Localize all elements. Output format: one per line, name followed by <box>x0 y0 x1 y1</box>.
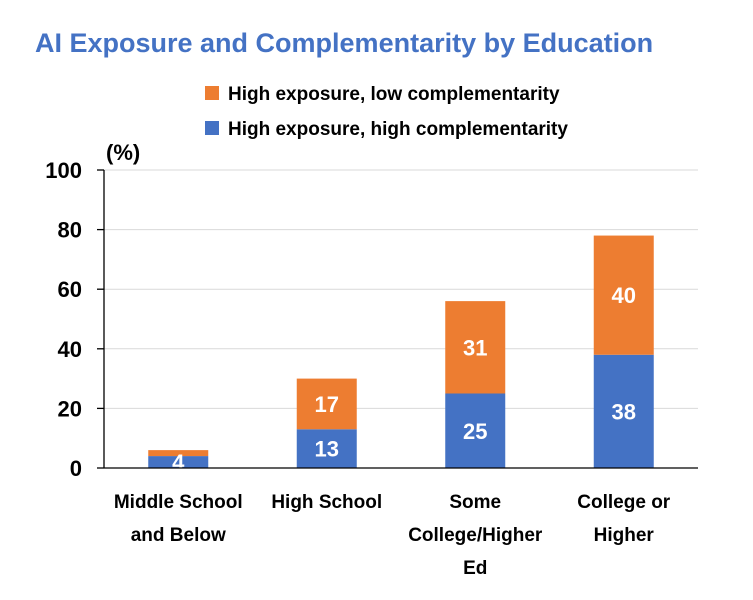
data-label: 25 <box>463 419 487 444</box>
bars <box>148 235 654 468</box>
x-category-line: Higher <box>594 525 655 546</box>
data-label: 13 <box>315 437 339 462</box>
data-label: 17 <box>315 392 339 417</box>
x-category-label: Some College/Higher Ed <box>408 492 543 579</box>
legend-swatch <box>205 86 219 100</box>
x-category-line: College or <box>577 492 671 513</box>
chart-title: AI Exposure and Complementarity by Educa… <box>35 28 653 58</box>
data-label: 38 <box>612 399 636 424</box>
x-category-line: Ed <box>463 558 487 579</box>
x-category-line: High School <box>271 492 382 513</box>
y-tick-label: 100 <box>45 158 82 183</box>
x-category-line: Some <box>449 492 501 513</box>
data-label: 31 <box>463 335 487 360</box>
y-tick-label: 20 <box>58 396 82 421</box>
bar-segment <box>593 354 654 468</box>
bar-segment <box>445 393 506 468</box>
x-category-label: Middle School and Below <box>114 492 243 546</box>
legend-label: High exposure, high complementarity <box>228 119 568 140</box>
data-labels: 4 13 17 25 31 38 40 <box>172 283 636 475</box>
x-category-line: College/Higher <box>408 525 543 546</box>
x-category-line: Middle School <box>114 492 243 513</box>
bar-segment <box>593 235 654 355</box>
data-label: 40 <box>612 283 636 308</box>
y-tick-label: 0 <box>70 456 82 481</box>
data-label: 4 <box>172 450 185 475</box>
bar-segment <box>445 301 506 394</box>
legend-swatch <box>205 121 219 135</box>
y-tick-label: 60 <box>58 277 82 302</box>
x-category-line: and Below <box>131 525 226 546</box>
legend: High exposure, low complementarity High e… <box>205 84 568 140</box>
x-category-label: College or Higher <box>577 492 671 546</box>
bar-segment <box>296 429 357 468</box>
bar-segment <box>296 378 357 430</box>
y-axis-ticks: 0 20 40 60 80 100 <box>45 158 104 481</box>
x-category-label: High School <box>271 492 382 513</box>
legend-label: High exposure, low complementarity <box>228 84 560 105</box>
y-tick-label: 80 <box>58 218 82 243</box>
y-axis-unit-label: (%) <box>106 140 140 165</box>
y-tick-label: 40 <box>58 337 82 362</box>
bar-segment <box>148 450 209 457</box>
x-axis-categories: Middle School and Below High School Some Col… <box>114 492 671 579</box>
bar-segment <box>148 456 209 468</box>
